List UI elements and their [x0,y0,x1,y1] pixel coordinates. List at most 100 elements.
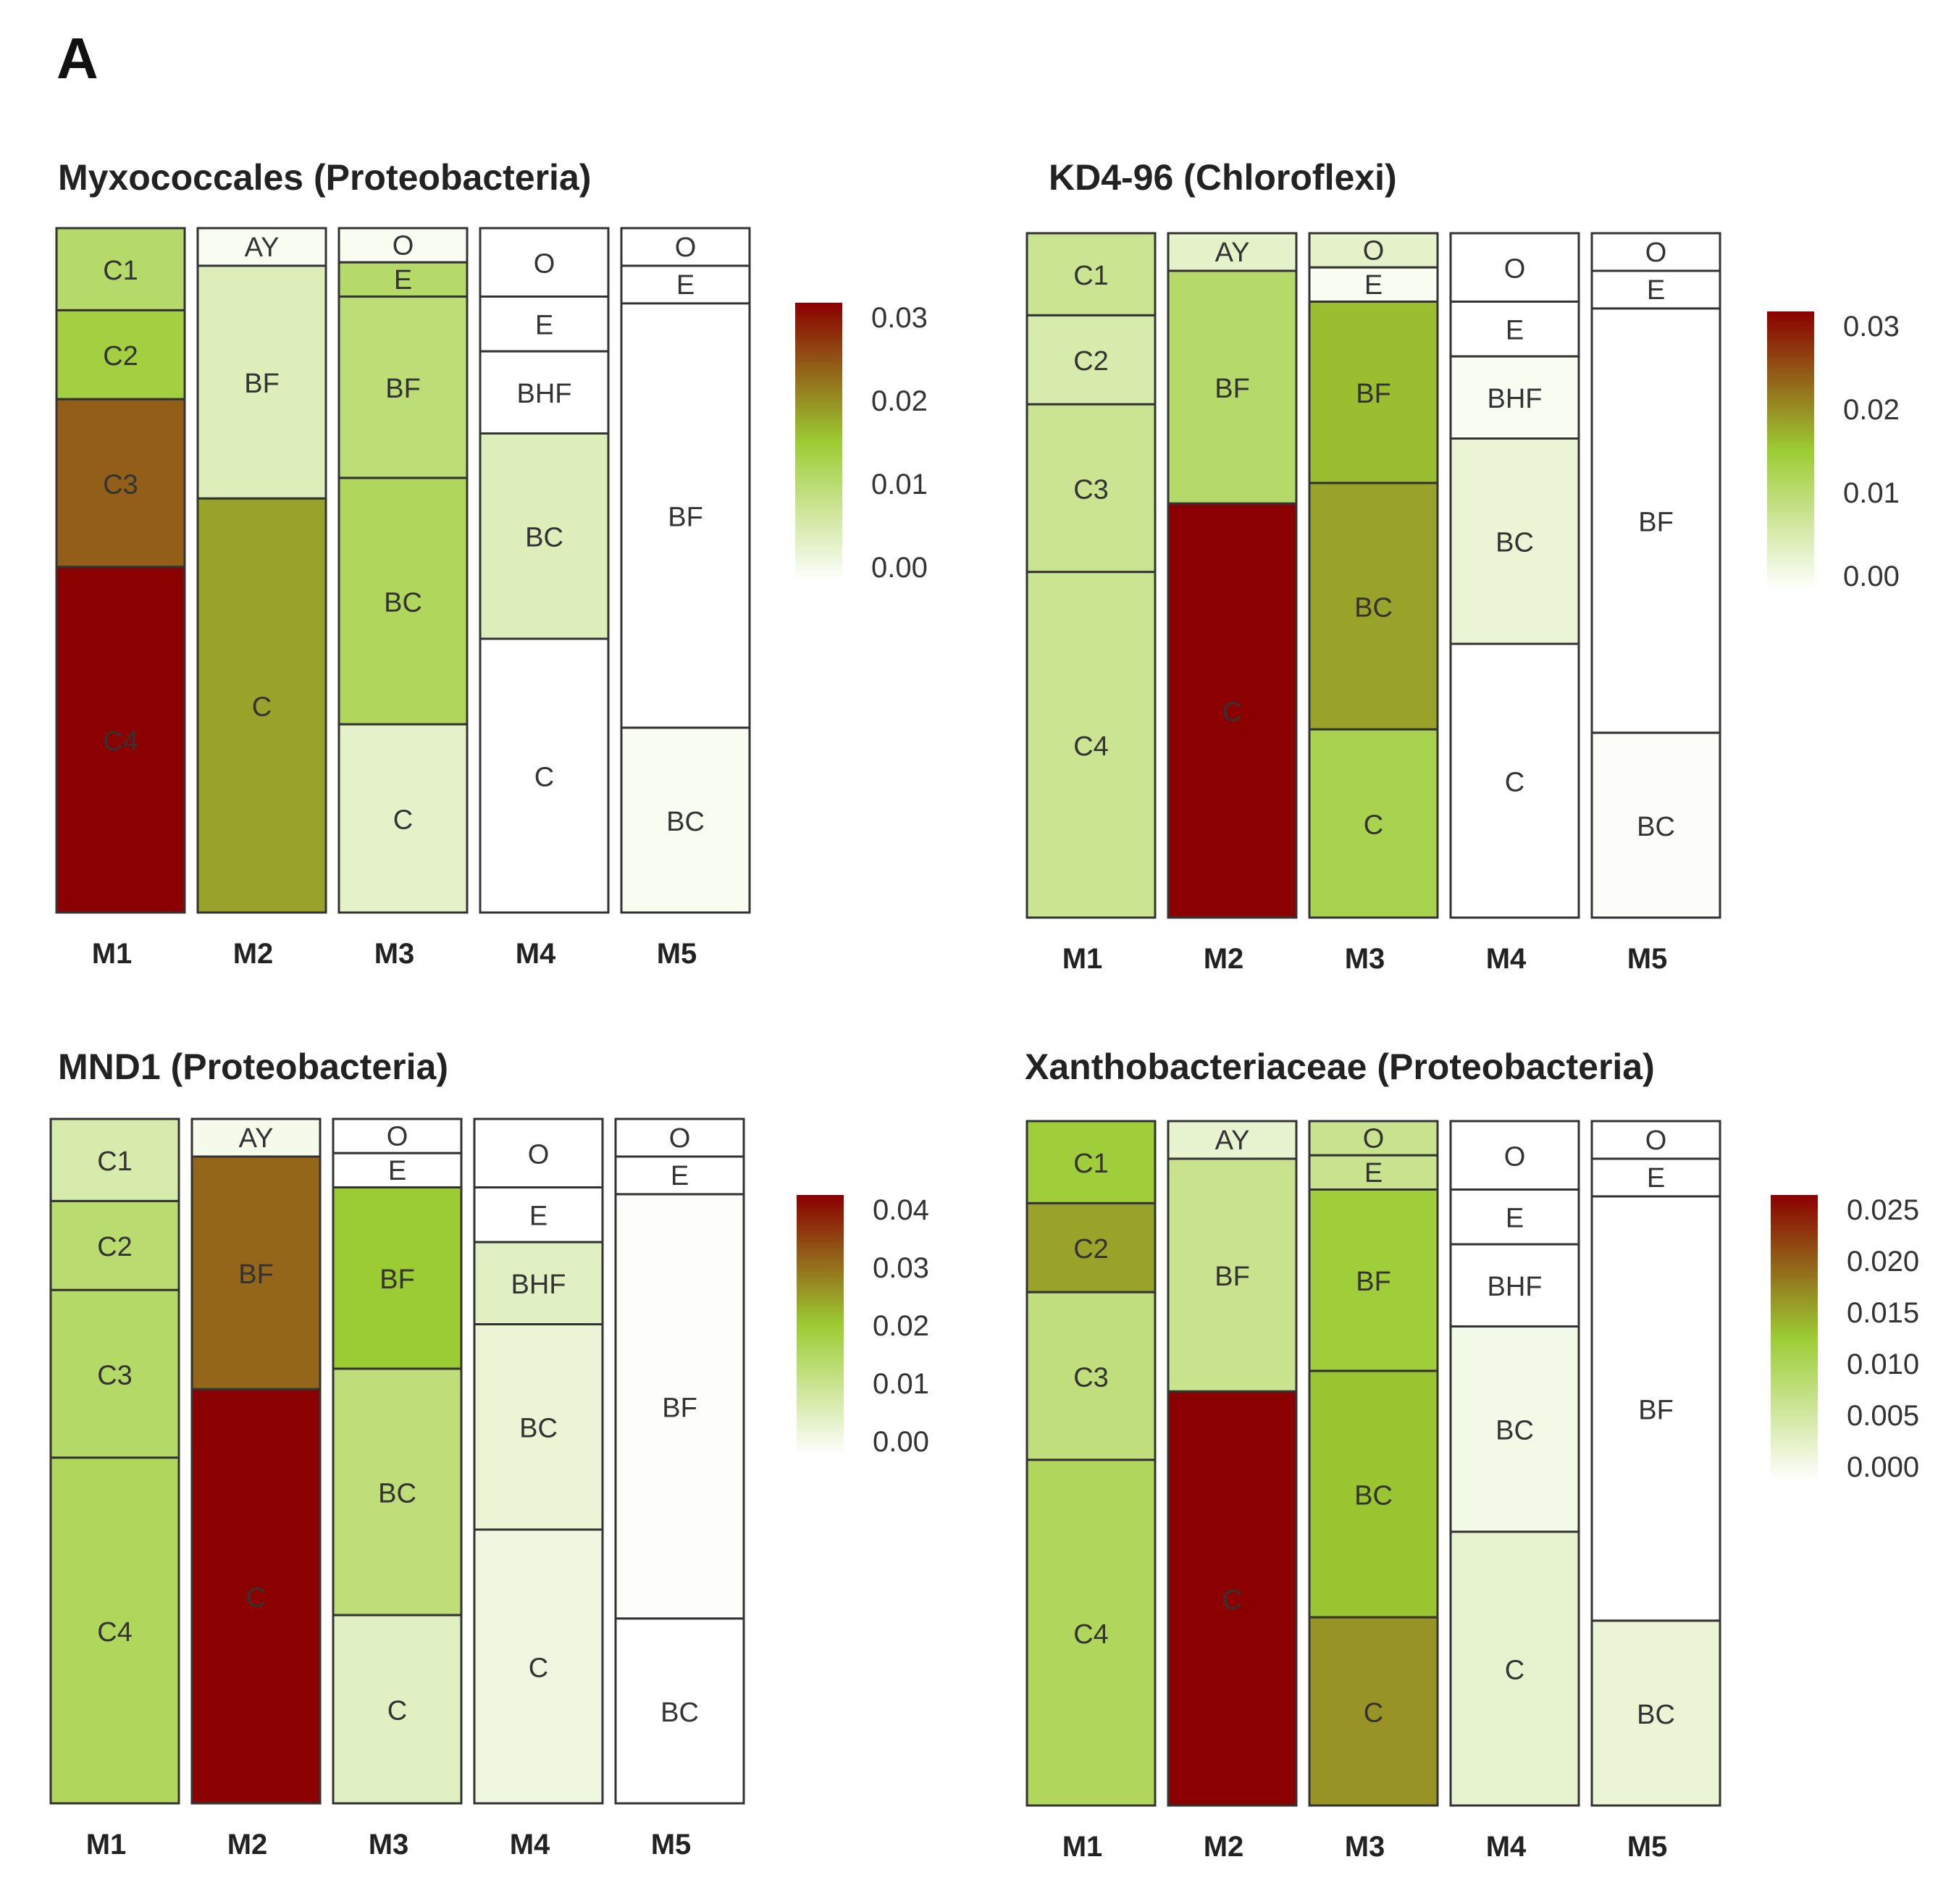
segment-BF [332,1186,463,1370]
segment-label: BHF [1488,384,1543,414]
panel-title: KD4-96 (Chloroflexi) [1049,157,1397,198]
column-M2: AY BF C M2 [1167,1120,1298,1863]
colorbar-tick: 0.03 [871,302,928,334]
column-M5: OE BF BC M5 [1590,232,1721,975]
segment-label: AY [1215,1125,1250,1156]
segment-label: C3 [97,1360,133,1391]
segment-C2 [49,1199,180,1291]
segment-label: BC [1354,1480,1393,1511]
segment-label: BF [662,1393,697,1423]
column-M4: O E BHF BC C M4 [1449,232,1580,975]
segment-C3 [55,398,186,569]
segment-label: BC [666,807,705,837]
column-label: M3 [1345,1831,1385,1863]
segment-BC [1449,437,1580,645]
segment-label: BF [238,1259,274,1290]
segment-C4 [55,566,186,914]
segment-BF [1167,269,1298,505]
segment-label: C2 [103,341,138,372]
column-label: M4 [1486,1831,1527,1863]
segment-label: C [529,1653,548,1683]
column-label: M3 [369,1829,409,1861]
column-label: M2 [1204,1831,1244,1863]
colorbar-tick: 0.03 [873,1252,929,1284]
segment-O [620,227,751,267]
segment-label: O [534,249,555,280]
segment-label: C [1505,767,1524,797]
segment-label: C [387,1695,407,1726]
segment-label: C1 [1073,261,1109,291]
segment-label: AY [1215,238,1250,268]
segment-BC [1308,1370,1439,1619]
segment-label: C [252,692,272,723]
column-label: M1 [1062,1831,1103,1863]
segment-E [620,264,751,305]
segment-BC [1590,731,1721,919]
segment-label: C3 [103,469,138,500]
segment-label: C [1364,810,1383,840]
column-label: M5 [651,1829,692,1861]
segment-label: E [394,265,412,295]
column-label: M4 [510,1829,550,1861]
segment-BF [196,264,327,500]
colorbar-gradient [1767,311,1814,590]
segment-label: O [1645,238,1667,268]
segment-label: E [1647,275,1665,306]
segment-label: BF [1638,1395,1674,1425]
colorbar: 0.025 0.020 0.015 0.010 0.005 0.000 [1771,1194,1919,1483]
segment-label: E [676,270,695,301]
panels: Myxococcales (Proteobacteria) C1 C2 C3 C4 M1 A… [49,157,1919,1863]
segment-C2 [1025,314,1157,406]
segment-label: C [246,1583,266,1614]
segment-label: BF [668,502,703,532]
segment-label: C2 [1073,1234,1109,1265]
segment-label: E [671,1161,689,1191]
segment-label: E [1506,1204,1524,1234]
segment-C [1449,642,1580,919]
colorbar-tick: 0.000 [1847,1451,1919,1483]
colorbar-tick: 0.02 [873,1310,929,1342]
segment-label: BF [1356,1267,1391,1297]
colorbar: 0.03 0.02 0.01 0.00 [795,302,928,584]
segment-BC [1590,1619,1721,1807]
colorbar-tick: 0.04 [873,1194,929,1226]
segment-BC [337,477,469,726]
segment-label: BF [1356,379,1391,409]
segment-label: BF [379,1265,415,1295]
segment-C [473,1528,604,1805]
segment-O [1308,232,1439,269]
segment-O [337,227,469,264]
segment-C [1308,1616,1439,1807]
colorbar-tick: 0.02 [1843,394,1900,426]
colorbar: 0.03 0.02 0.01 0.00 [1767,311,1900,592]
segment-label: C [1222,1585,1242,1616]
colorbar-tick: 0.005 [1847,1400,1919,1432]
segment-label: O [1504,1142,1526,1173]
panel-title: MND1 (Proteobacteria) [58,1047,448,1087]
segment-label: C4 [1073,731,1109,762]
panel-title: Myxococcales (Proteobacteria) [58,157,591,198]
segment-C [190,1388,322,1805]
segment-label: C1 [97,1146,133,1177]
segment-label: E [529,1201,548,1232]
column-M2: AY BF C M2 [190,1117,322,1861]
segment-C [1167,502,1298,919]
segment-label: O [669,1123,691,1154]
segment-BHF [1449,355,1580,440]
segment-label: BF [244,369,280,399]
segment-C4 [49,1456,180,1805]
column-M4: O E BHF BC C M4 [473,1117,604,1861]
panel-3: MND1 (Proteobacteria)C1C2C3C4M1AYBFCM2OE… [49,1047,929,1861]
segment-label: BF [385,374,421,404]
segment-C [1449,1530,1580,1807]
segment-label: O [1363,1124,1385,1154]
segment-label: C3 [1073,1362,1109,1393]
segment-label: C1 [103,256,138,286]
column-M1: C1 C2 C3 C4 M1 [1025,1120,1157,1863]
segment-C1 [1025,232,1157,316]
column-M3: OE BF BC C M3 [1308,1120,1439,1863]
column-M1: C1 C2 C3 C4 M1 [49,1117,180,1861]
segment-label: O [393,231,414,261]
segment-label: BF [1215,374,1250,404]
segment-label: BHF [1488,1272,1543,1302]
